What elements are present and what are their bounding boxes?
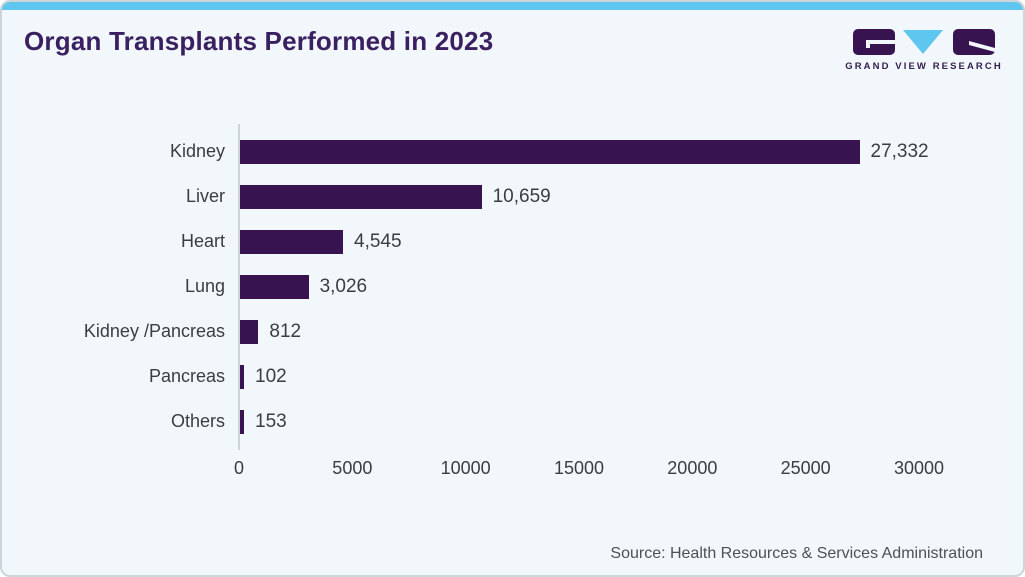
value-label: 3,026	[319, 275, 368, 297]
source-text: Source: Health Resources & Services Admi…	[610, 545, 983, 562]
gvr-logo: GRAND VIEW RESEARCH	[845, 29, 1001, 72]
bar-row: Liver 10,659	[2, 174, 1023, 219]
x-axis-tick-label: 5000	[332, 458, 373, 478]
x-axis-tick-label: 20000	[667, 458, 718, 478]
top-accent-bar	[2, 2, 1023, 10]
bar	[240, 139, 860, 164]
bar-row: Kidney /Pancreas 812	[2, 309, 1023, 354]
logo-wordmark: GRAND VIEW RESEARCH	[845, 61, 1003, 72]
x-axis-tick-label: 25000	[780, 458, 831, 478]
x-axis-tick-label: 30000	[893, 458, 945, 478]
bar-row: Kidney 27,332	[2, 129, 1023, 174]
value-label: 4,545	[354, 230, 402, 252]
bar-area: 102	[239, 354, 1023, 399]
x-axis-tick-label: 0	[233, 458, 245, 478]
bar-area: 812	[239, 309, 1023, 354]
category-label: Kidney /Pancreas	[83, 321, 225, 341]
value-label: 153	[255, 410, 287, 432]
bar-row: Pancreas 102	[2, 354, 1023, 399]
bar	[240, 364, 244, 389]
logo-mark-g	[853, 29, 895, 55]
bar-area: 10,659	[239, 174, 1023, 219]
bar-row: Lung 3,026	[2, 264, 1023, 309]
bar	[240, 184, 482, 209]
category-label: Lung	[184, 276, 225, 296]
value-label: 812	[269, 320, 302, 342]
category-label: Kidney	[169, 141, 225, 161]
bar-area: 3,026	[239, 264, 1023, 309]
bar	[240, 274, 309, 299]
x-axis-ticks: 0 5000 10000 15000 20000 25000 30000	[234, 458, 944, 482]
x-axis-tick-label: 15000	[553, 458, 605, 478]
bar	[240, 229, 344, 254]
category-label: Heart	[180, 231, 225, 251]
page-title: Organ Transplants Performed in 2023	[24, 26, 494, 56]
bar-area: 27,332	[239, 129, 1023, 174]
bar	[240, 319, 259, 344]
category-label: Pancreas	[148, 366, 225, 386]
logo-mark-r	[953, 29, 995, 55]
y-axis-line	[238, 124, 240, 450]
bar-area: 153	[239, 399, 1023, 444]
bar-row: Heart 4,545	[2, 219, 1023, 264]
gvr-logo-marks	[853, 29, 995, 55]
x-axis-tick-label: 10000	[440, 458, 491, 478]
bar-rows: Kidney 27,332 Liver 10,659 Heart 4,545 Lung 3,0…	[2, 129, 1023, 444]
bar-area: 4,545	[239, 219, 1023, 264]
value-label: 27,332	[870, 140, 929, 162]
category-label: Liver	[185, 186, 225, 206]
bar-row: Others 153	[2, 399, 1023, 444]
logo-mark-v	[903, 30, 943, 54]
value-label: 102	[255, 365, 287, 387]
value-label: 10,659	[492, 185, 551, 207]
bar	[240, 409, 244, 434]
category-label: Others	[170, 411, 225, 431]
